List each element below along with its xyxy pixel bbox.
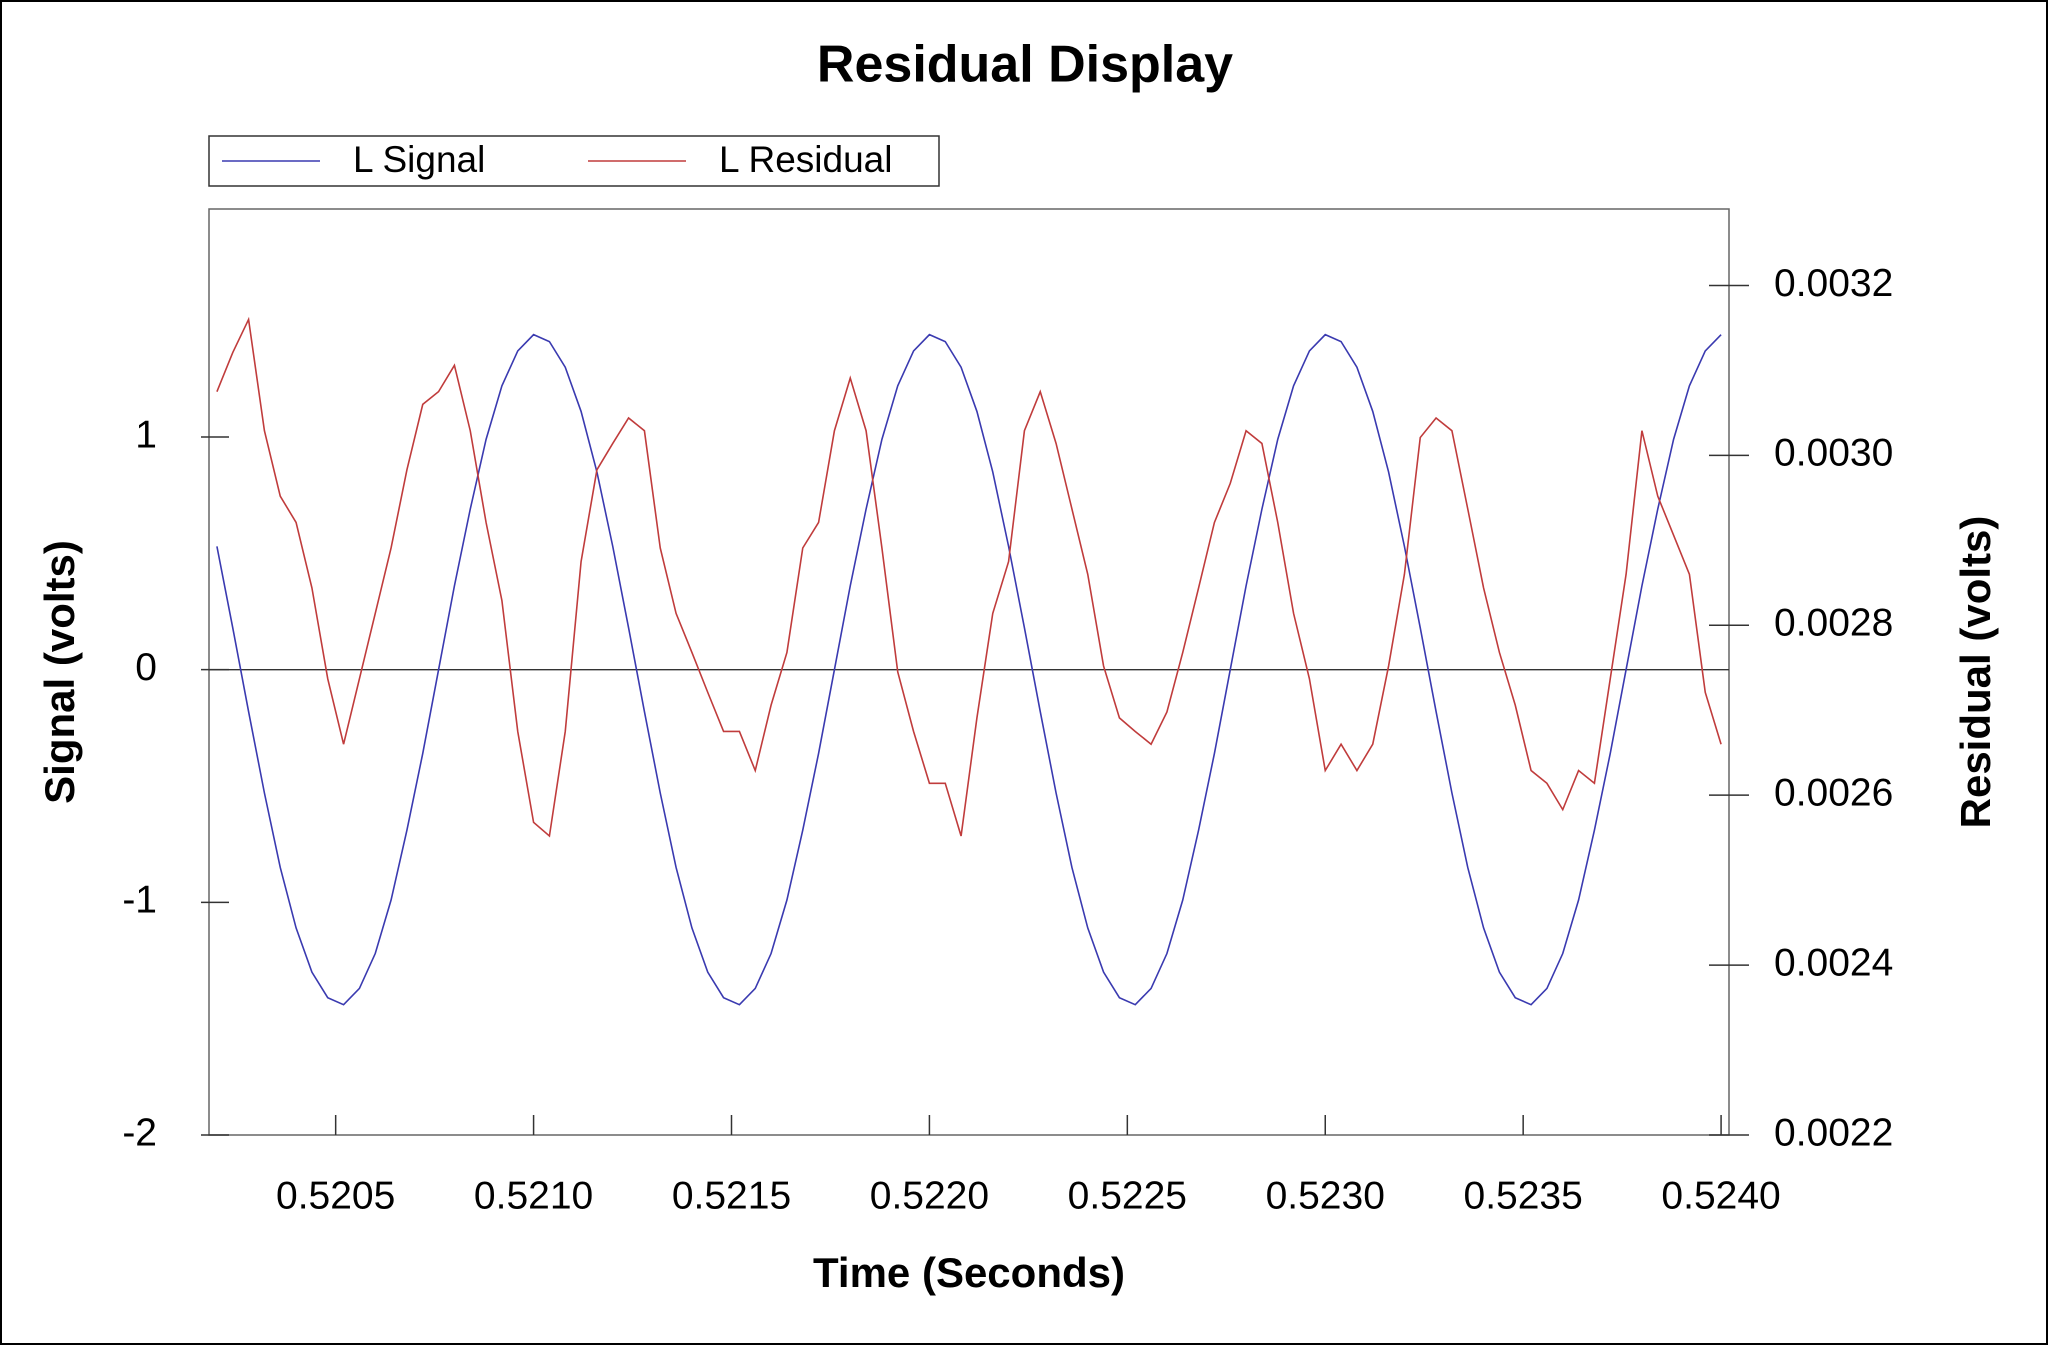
y-tick-label: -2 (122, 1111, 157, 1154)
x-tick-label: 0.5210 (474, 1174, 593, 1217)
y2-tick-label: 0.0022 (1774, 1111, 1893, 1154)
y2-tick-label: 0.0026 (1774, 771, 1893, 814)
x-tick-label: 0.5220 (870, 1174, 989, 1217)
y2-axis-title: Residual (volts) (1952, 516, 1999, 829)
y2-tick-label: 0.0030 (1774, 432, 1893, 475)
y-axis-title: Signal (volts) (36, 540, 83, 804)
y2-tick-label: 0.0032 (1774, 262, 1893, 305)
series-line (216, 316, 1722, 838)
chart-title: Residual Display (817, 36, 1233, 94)
x-tick-label: 0.5230 (1266, 1174, 1385, 1217)
x-tick-label: 0.5225 (1068, 1174, 1187, 1217)
plot-frame (208, 208, 1730, 1136)
legend-label: L Residual (719, 139, 892, 180)
legend-box (208, 135, 940, 187)
series-line (216, 333, 1722, 1006)
x-tick-label: 0.5215 (672, 1174, 791, 1217)
y-tick-label: -1 (122, 879, 157, 922)
y2-tick-label: 0.0028 (1774, 602, 1893, 645)
x-tick-label: 0.5240 (1661, 1174, 1780, 1217)
x-tick-label: 0.5205 (276, 1174, 395, 1217)
x-axis-title: Time (Seconds) (813, 1249, 1125, 1296)
y2-tick-label: 0.0024 (1774, 941, 1893, 984)
legend-label: L Signal (353, 139, 485, 180)
x-tick-label: 0.5235 (1464, 1174, 1583, 1217)
y-tick-label: 1 (135, 413, 157, 456)
y-tick-label: 0 (135, 646, 157, 689)
